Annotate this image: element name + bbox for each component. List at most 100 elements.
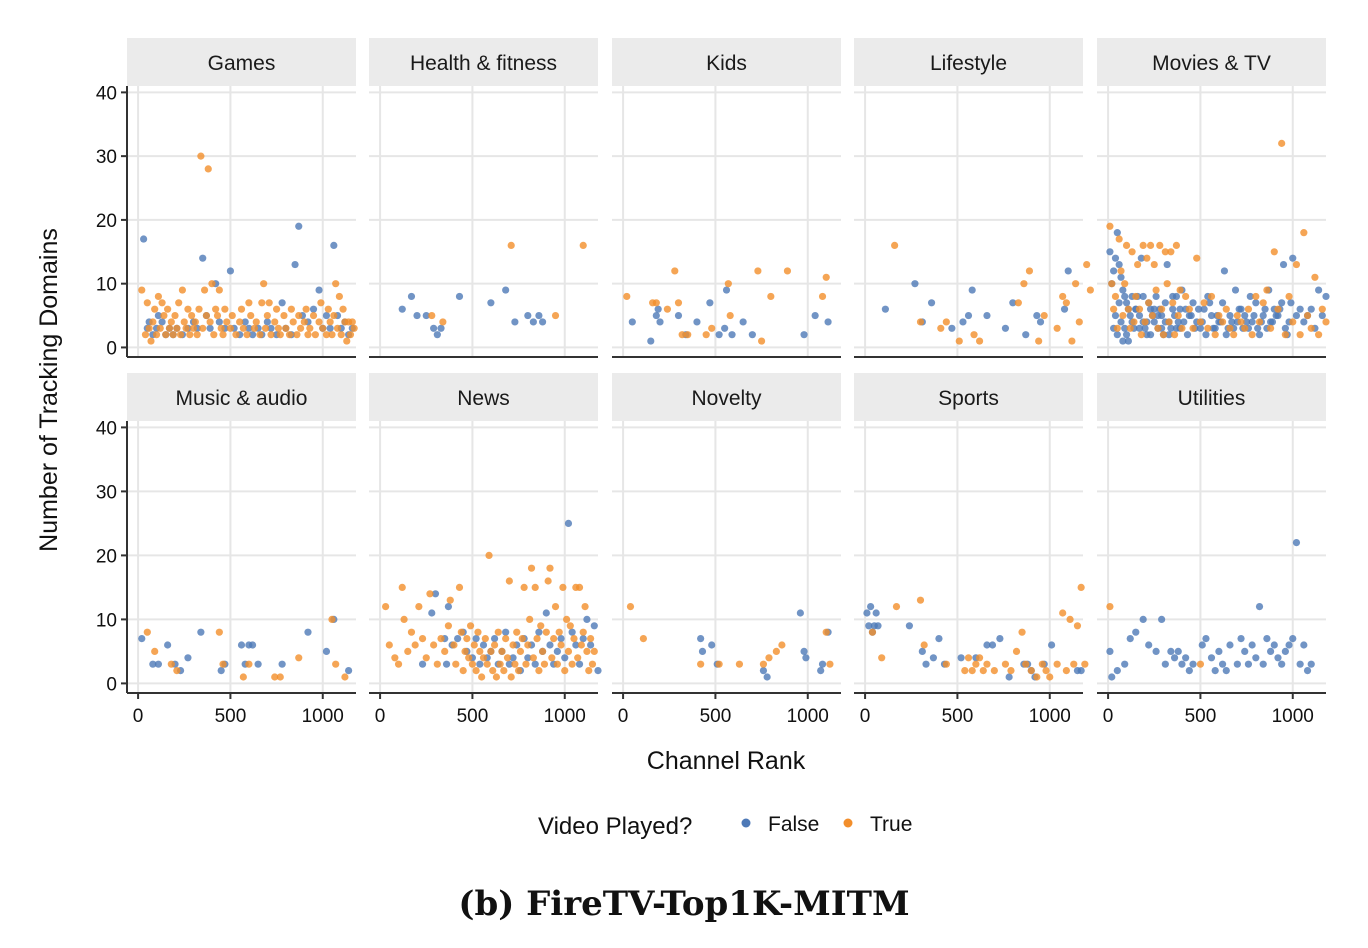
y-tick-label: 20 xyxy=(96,211,117,232)
y-tick-label: 20 xyxy=(96,546,117,567)
point-false xyxy=(1150,305,1158,313)
point-true xyxy=(466,622,475,630)
point-true xyxy=(444,622,453,630)
point-false xyxy=(454,635,462,643)
point-false xyxy=(1077,667,1085,675)
point-false xyxy=(531,660,539,668)
point-false xyxy=(455,292,464,301)
point-true xyxy=(1233,311,1241,320)
point-false xyxy=(1150,318,1158,326)
point-false xyxy=(1259,660,1267,668)
point-true xyxy=(411,641,419,649)
point-false xyxy=(431,590,440,598)
point-false xyxy=(1137,254,1145,262)
point-true xyxy=(684,331,692,339)
point-false xyxy=(1255,603,1264,611)
panel-utilities: Utilities 0 500 1000 xyxy=(1097,373,1326,727)
point-false xyxy=(437,324,445,332)
legend-key-true xyxy=(843,818,853,828)
point-true xyxy=(511,660,519,668)
point-true xyxy=(335,292,343,301)
point-true xyxy=(1315,331,1323,339)
point-true xyxy=(868,628,877,636)
point-true xyxy=(156,324,164,332)
point-false xyxy=(1315,286,1323,294)
point-true xyxy=(767,292,775,301)
point-false xyxy=(1110,267,1118,275)
point-false xyxy=(1152,292,1160,301)
point-true xyxy=(141,331,150,339)
point-false xyxy=(929,654,938,662)
point-true xyxy=(765,654,773,662)
point-true xyxy=(300,318,308,326)
point-true xyxy=(295,311,303,320)
point-true xyxy=(577,641,585,649)
point-true xyxy=(529,654,537,662)
point-true xyxy=(522,660,530,668)
point-false xyxy=(511,318,519,326)
point-true xyxy=(1207,292,1216,301)
point-true xyxy=(293,331,301,339)
point-false xyxy=(748,331,756,339)
point-true xyxy=(385,641,393,649)
point-false xyxy=(1106,647,1114,656)
point-true xyxy=(319,324,327,332)
point-true xyxy=(1046,673,1054,681)
point-true xyxy=(263,311,271,320)
point-true xyxy=(1066,615,1074,624)
point-true xyxy=(555,628,563,636)
point-true xyxy=(178,286,187,294)
point-false xyxy=(538,318,547,326)
point-false xyxy=(1268,318,1277,326)
point-true xyxy=(219,660,227,668)
point-true xyxy=(1252,292,1260,301)
point-false xyxy=(505,660,513,668)
point-true xyxy=(1222,305,1230,313)
point-true xyxy=(1159,331,1168,339)
point-true xyxy=(674,299,683,307)
x-tick-label: 0 xyxy=(1103,706,1114,727)
point-false xyxy=(693,318,701,326)
point-false xyxy=(444,603,453,611)
series-true-points xyxy=(143,615,349,681)
point-false xyxy=(1211,667,1219,675)
point-true xyxy=(1027,667,1035,675)
point-false xyxy=(1209,324,1217,332)
point-true xyxy=(186,331,194,339)
point-true xyxy=(1255,318,1264,326)
point-true xyxy=(822,273,830,281)
point-true xyxy=(483,660,491,668)
x-tick-label: 0 xyxy=(375,706,386,727)
point-true xyxy=(1263,286,1271,294)
series-false-points xyxy=(398,286,547,339)
series-true-points xyxy=(1106,139,1330,339)
point-false xyxy=(1121,324,1129,332)
point-true xyxy=(1158,305,1166,313)
x-tick-label: 0 xyxy=(618,706,629,727)
point-true xyxy=(942,318,950,326)
point-false xyxy=(1170,654,1179,662)
point-true xyxy=(200,286,209,294)
point-false xyxy=(1322,292,1330,301)
point-true xyxy=(551,603,560,611)
point-false xyxy=(959,318,967,326)
point-true xyxy=(215,628,223,636)
point-false xyxy=(1185,667,1193,675)
point-true xyxy=(916,318,925,326)
point-true xyxy=(524,641,532,649)
point-true xyxy=(232,331,240,339)
point-false xyxy=(800,331,808,339)
point-true xyxy=(548,654,556,662)
point-true xyxy=(243,331,251,339)
point-false xyxy=(935,635,943,643)
point-false xyxy=(546,641,554,649)
point-false xyxy=(322,647,331,656)
point-true xyxy=(343,337,351,345)
point-false xyxy=(1296,660,1304,668)
point-false xyxy=(983,641,991,649)
point-true xyxy=(1278,139,1286,147)
panel-title: Novelty xyxy=(691,387,762,410)
point-true xyxy=(215,286,223,294)
point-true xyxy=(1062,667,1070,675)
point-true xyxy=(1146,241,1155,250)
